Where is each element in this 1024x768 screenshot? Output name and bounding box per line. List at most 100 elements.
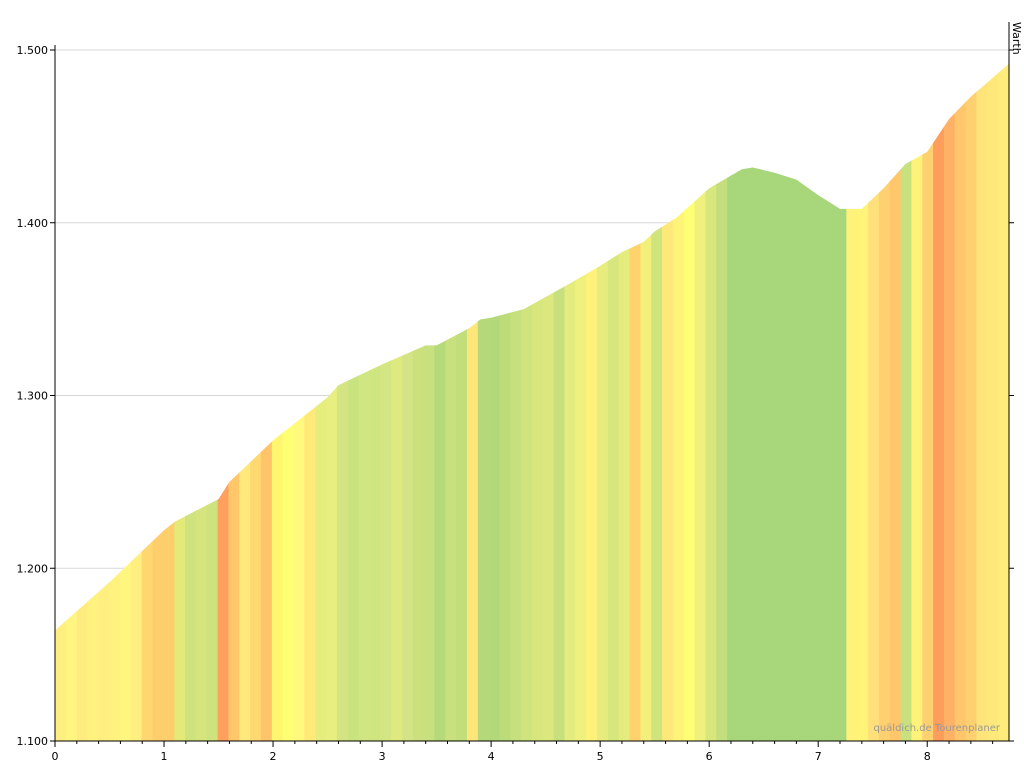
gradient-band: [857, 63, 869, 741]
gradient-band: [109, 63, 121, 741]
gradient-band: [217, 63, 230, 741]
gradient-band: [640, 63, 652, 741]
gradient-band: [987, 63, 999, 741]
gradient-band: [629, 63, 642, 741]
gradient-band: [260, 63, 273, 741]
gradient-band: [597, 63, 609, 741]
gradient-band: [456, 63, 468, 741]
gradient-band: [271, 63, 284, 741]
gradient-band: [510, 63, 522, 741]
x-tick-label: 1: [161, 750, 168, 763]
gradient-band: [195, 63, 208, 741]
gradient-band: [976, 63, 988, 741]
gradient-band: [662, 63, 674, 741]
gradient-band: [759, 63, 772, 741]
gradient-band: [87, 63, 99, 741]
gradient-band: [575, 63, 587, 741]
gradient-band: [824, 63, 837, 741]
gradient-band: [900, 63, 913, 741]
gradient-band: [401, 63, 414, 741]
gradient-band: [846, 63, 858, 741]
gradient-band: [672, 63, 685, 741]
gradient-band: [965, 63, 978, 741]
gradient-band: [532, 63, 544, 741]
gradient-band: [748, 63, 761, 741]
x-tick-label: 4: [488, 750, 495, 763]
gradient-band: [868, 63, 880, 741]
gradient-band: [315, 63, 327, 741]
y-tick-label: 1.300: [17, 390, 49, 403]
gradient-band: [55, 63, 67, 741]
x-tick-label: 7: [815, 750, 822, 763]
gradient-band: [933, 63, 945, 741]
gradient-band: [174, 63, 186, 741]
gradient-band: [477, 63, 490, 741]
gradient-band: [76, 63, 89, 741]
y-tick-label: 1.400: [17, 217, 49, 230]
axes: [54, 45, 1013, 742]
gradient-band: [239, 63, 251, 741]
gradient-band: [770, 63, 782, 741]
gradient-band: [607, 63, 620, 741]
gradient-band: [206, 63, 219, 741]
gradient-band: [694, 63, 707, 741]
gradient-band: [835, 63, 847, 741]
gradient-band: [152, 63, 165, 741]
gradient-band: [889, 63, 902, 741]
gradient-band: [163, 63, 175, 741]
x-tick-label: 3: [379, 750, 386, 763]
gradient-band: [878, 63, 891, 741]
x-tick-label: 5: [597, 750, 604, 763]
gradient-band: [326, 63, 338, 741]
gradient-band: [716, 63, 728, 741]
gradient-band: [293, 63, 305, 741]
gradient-band: [542, 63, 555, 741]
gradient-band: [553, 63, 566, 741]
gradient-band: [130, 63, 143, 741]
gradient-band: [304, 63, 316, 741]
endpoint-marker: Warth: [1008, 22, 1023, 64]
gradient-band: [781, 63, 793, 741]
gradient-band: [391, 63, 403, 741]
gradient-band: [380, 63, 392, 741]
gradient-band: [922, 63, 934, 741]
gradient-band: [336, 63, 349, 741]
x-tick-label: 2: [270, 750, 277, 763]
gradient-band: [943, 63, 956, 741]
gradient-band: [813, 63, 826, 741]
gradient-band: [412, 63, 425, 741]
gradient-band: [120, 63, 132, 741]
gradient-band: [564, 63, 576, 741]
gradient-band: [737, 63, 750, 741]
gradient-band: [683, 63, 696, 741]
gradient-band: [228, 63, 240, 741]
gradient-band: [98, 63, 110, 741]
x-tick-label: 8: [924, 750, 931, 763]
gradient-band: [445, 63, 457, 741]
x-axis-ticks: 0 1 2 3 4 5 6 7 8: [52, 741, 994, 763]
gradient-band: [954, 63, 967, 741]
gradient-band: [792, 63, 804, 741]
gradient-band: [434, 63, 446, 741]
gradient-band: [423, 63, 436, 741]
gradient-band: [521, 63, 533, 741]
gradient-color-bands: [55, 63, 1009, 741]
gradient-band: [727, 63, 739, 741]
y-axis-ticks: 1.100 1.200 1.300 1.400 1.500: [17, 44, 1014, 748]
gradient-band: [705, 63, 717, 741]
gradient-band: [65, 63, 78, 741]
gradient-band: [586, 63, 598, 741]
gradient-band: [185, 63, 197, 741]
y-tick-label: 1.500: [17, 44, 49, 57]
gradient-band: [282, 63, 295, 741]
x-tick-label: 6: [706, 750, 713, 763]
x-tick-label: 0: [52, 750, 59, 763]
gradient-band: [998, 63, 1009, 741]
gradient-band: [651, 63, 663, 741]
gradient-band: [618, 63, 631, 741]
gradient-band: [499, 63, 511, 741]
gradient-band: [466, 63, 479, 741]
endpoint-label: Warth: [1010, 22, 1023, 55]
gradient-band: [369, 63, 381, 741]
